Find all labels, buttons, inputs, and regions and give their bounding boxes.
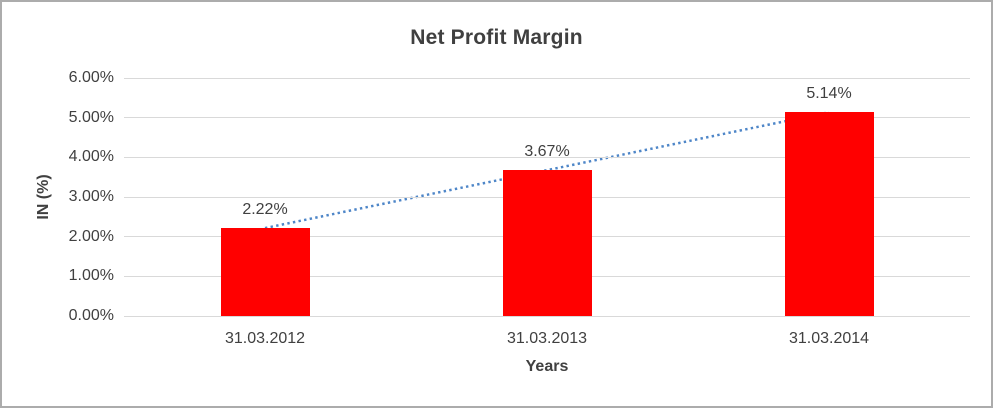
y-tick-label: 2.00%	[68, 227, 114, 245]
gridline	[124, 77, 970, 79]
category-label: 31.03.2014	[788, 330, 870, 347]
y-tick-label: 6.00%	[68, 69, 114, 86]
bar	[502, 170, 592, 316]
gridline	[124, 117, 970, 119]
data-label: 3.67%	[524, 143, 570, 161]
plot-area: 2.22% 31.03.2012 3.67% 31.03.2013 5.14% 31.03…	[124, 77, 970, 347]
y-tick-label: 5.00%	[68, 108, 114, 126]
y-axis-tick-labels: 0.00% 1.00% 2.00% 3.00% 4.00% 5.00% 6.00%	[2, 69, 114, 324]
chart-title: Net Profit Margin	[410, 26, 583, 49]
x-axis-title: Years	[525, 358, 569, 375]
y-tick-label: 3.00%	[68, 188, 114, 205]
y-tick-label: 0.00%	[68, 307, 114, 324]
gridline	[124, 156, 970, 158]
bar	[220, 227, 310, 316]
y-tick-label: 1.00%	[68, 267, 114, 285]
y-tick-label: 4.00%	[68, 148, 114, 166]
bar	[784, 112, 874, 316]
category-label: 31.03.2012	[224, 330, 306, 347]
gridline	[124, 315, 970, 317]
data-label: 2.22%	[242, 200, 288, 218]
category-label: 31.03.2013	[506, 330, 588, 347]
data-label: 5.14%	[806, 85, 852, 103]
